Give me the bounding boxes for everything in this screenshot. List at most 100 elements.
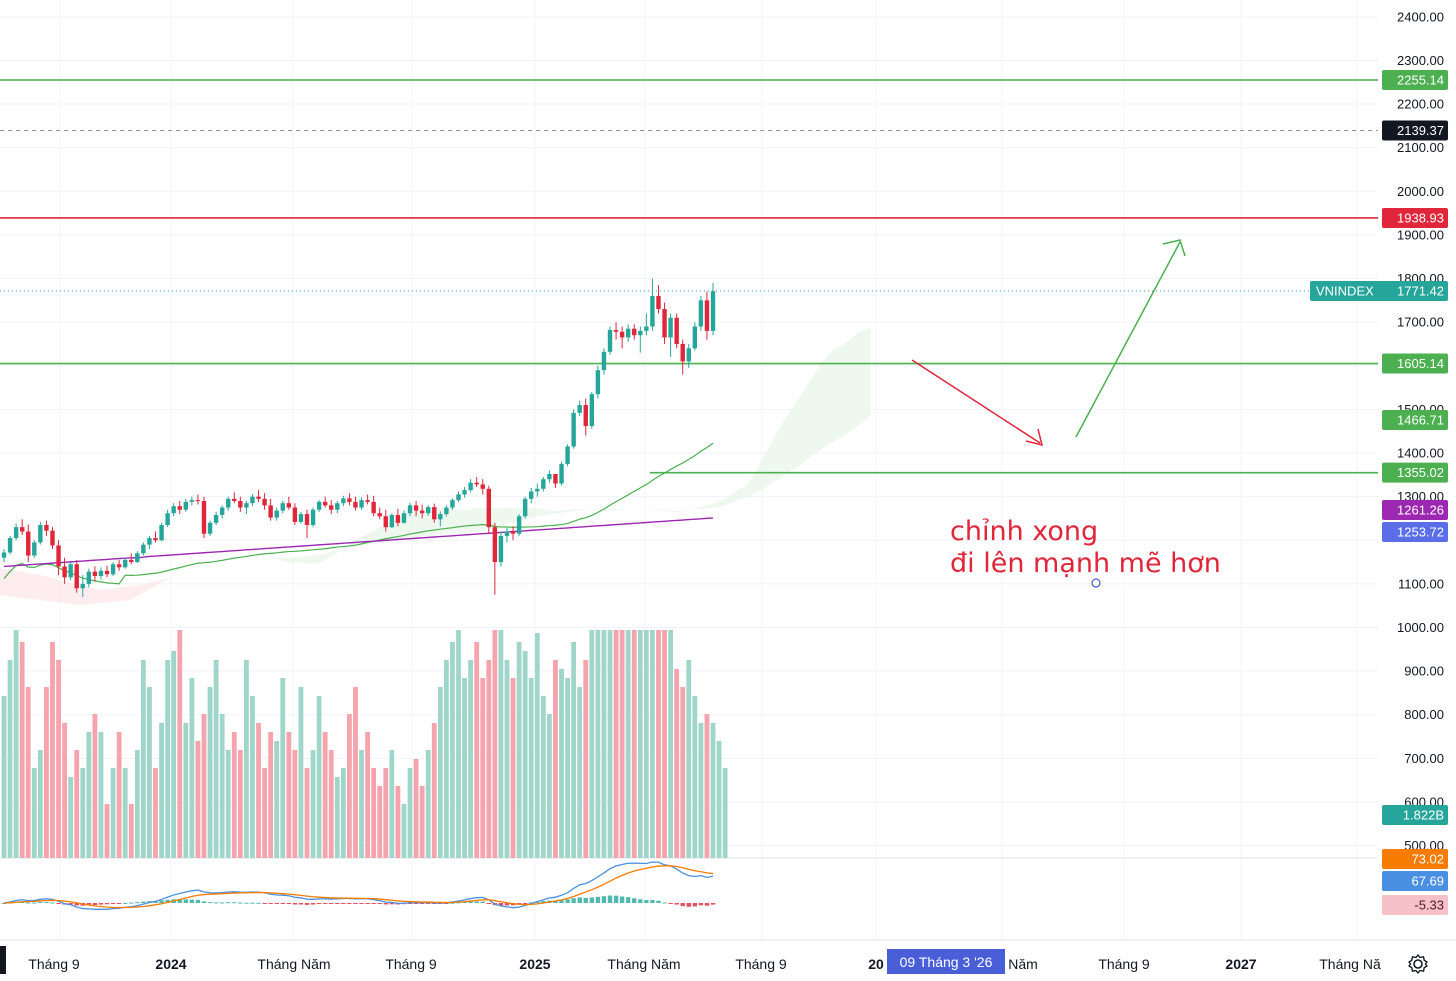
volume-bar [165, 660, 171, 858]
annotation-line-2[interactable]: đi lên mạnh mẽ hơn [950, 548, 1221, 579]
annotation-line-1[interactable]: chỉnh xong [950, 516, 1098, 547]
candle-body [535, 488, 540, 492]
volume-bar [225, 750, 231, 858]
volume-bar [268, 732, 274, 858]
level-price-badge: 1938.93 [1397, 210, 1444, 225]
volume-bar [674, 669, 680, 858]
candle-body [698, 300, 704, 327]
volume-bar [280, 678, 286, 858]
macd-histogram-bar [183, 899, 188, 903]
macd-histogram-bar [456, 902, 461, 904]
volume-bar [19, 642, 25, 858]
volume-bar [468, 660, 474, 858]
volume-bar [347, 714, 352, 858]
drawings[interactable] [911, 239, 1186, 588]
macd-histogram-bar [165, 899, 170, 903]
candle-body [256, 496, 261, 499]
macd-histogram-bar [462, 901, 467, 903]
candle-body [389, 514, 395, 528]
volume-bar [492, 630, 498, 858]
volume-bar [92, 714, 98, 858]
volume-bar [110, 768, 116, 858]
macd-histogram-bar [280, 903, 285, 904]
ma-value-badge: 1253.72 [1397, 525, 1444, 540]
macd-histogram-bar [68, 903, 73, 905]
macd-histogram-bar [426, 903, 431, 904]
volume-bar [559, 669, 564, 858]
volume-bar [62, 723, 67, 858]
candle-body [171, 506, 176, 514]
level-price-badge-bg [1382, 70, 1448, 91]
horizontal-levels[interactable] [0, 79, 1378, 474]
candle-body [286, 503, 292, 508]
volume-bar [504, 660, 510, 858]
volume-bar [140, 660, 146, 858]
volume-bar [571, 642, 577, 858]
macd-histogram-bar [692, 903, 698, 907]
level-price-badge: 1355.02 [1397, 465, 1444, 480]
macd-histogram-bar [668, 903, 673, 904]
volume-bar [601, 630, 607, 858]
candle-body [98, 570, 104, 577]
candle-body [86, 571, 92, 584]
down-arrow-head [1025, 428, 1044, 447]
macd-histogram-bar [262, 903, 267, 904]
candle-body [232, 498, 237, 502]
candle-body [510, 531, 516, 534]
macd-histogram-bar [698, 903, 704, 906]
macd-histogram-bar [56, 903, 61, 904]
volume-bar [450, 642, 455, 858]
macd-histogram-bar [413, 903, 419, 904]
scroll-handle [0, 946, 6, 974]
candle-body [32, 542, 37, 556]
candle-body [516, 516, 522, 534]
volume-bar [419, 786, 425, 858]
volume-bar [437, 687, 443, 858]
macd-histogram-bar [468, 901, 473, 903]
time-tick-label: 20 [868, 956, 884, 972]
volume-bar [74, 750, 80, 858]
candle-body [159, 524, 164, 541]
candle-body [438, 514, 443, 520]
candle-body [686, 348, 691, 362]
macd-histogram-bar [419, 903, 425, 904]
volume-bar [189, 678, 195, 858]
level-price-badge-bg [1382, 462, 1448, 483]
level-price-badge: 1605.14 [1397, 356, 1444, 371]
macd-histogram-bar [674, 903, 679, 905]
volume-bar [298, 687, 304, 858]
cloud-area [161, 326, 871, 564]
time-axis[interactable]: Tháng 9 2024 Tháng Năm Tháng 9 2025 Tháng Năm… [0, 946, 1381, 974]
time-tick-label: Tháng 9 [385, 956, 437, 972]
macd-histogram-bar [559, 900, 564, 903]
macd-histogram-bar [244, 902, 249, 904]
volume-bar [359, 750, 364, 858]
macd-histogram-bar [480, 901, 485, 903]
macd-histogram-bar [607, 895, 613, 903]
crosshair-price-badge: 2139.37 [1397, 123, 1444, 138]
macd-histogram-bar [213, 902, 219, 904]
volume-bar [413, 759, 419, 858]
candle-body [141, 544, 146, 554]
volume-bar [698, 723, 704, 858]
macd-histogram-bar [189, 899, 195, 903]
candle-body [468, 482, 473, 491]
candle-body [226, 498, 231, 508]
macd-value-badge-bg [1382, 849, 1448, 869]
volume-bar [365, 732, 370, 858]
candle-body [341, 498, 346, 504]
macd-histogram-bar [571, 898, 576, 903]
macd-histogram-bar [638, 899, 643, 903]
volume-bar [237, 750, 243, 858]
candle-body [547, 473, 552, 480]
settings-gear-icon[interactable] [1405, 952, 1431, 976]
volume-bar [86, 732, 92, 858]
time-tick-label: Tháng Nă [1319, 956, 1381, 972]
level-price-badge: 2255.14 [1397, 73, 1444, 88]
time-tick-label: Tháng 9 [1098, 956, 1150, 972]
volume-bar [619, 630, 625, 858]
macd-histogram-bar [632, 898, 637, 903]
volume-bar [510, 678, 516, 858]
macd-histogram-bar [38, 902, 43, 904]
